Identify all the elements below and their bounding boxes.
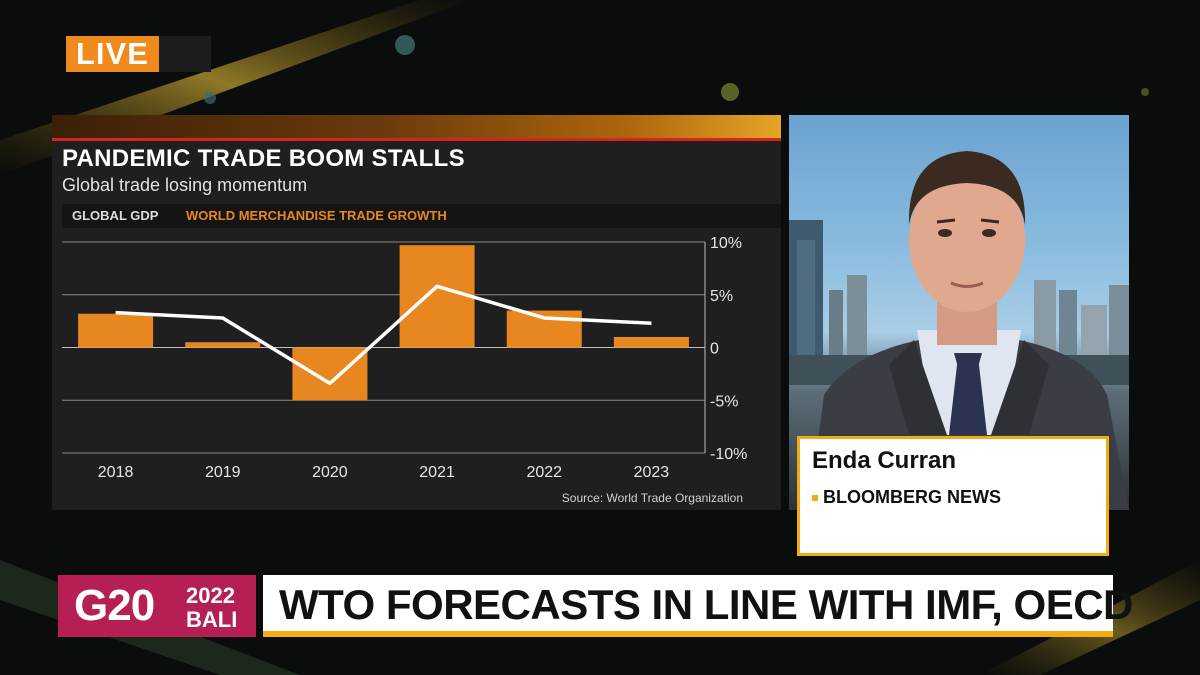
- legend-trade-growth: WORLD MERCHANDISE TRADE GROWTH: [186, 208, 447, 223]
- g20-badge-main: G20: [74, 581, 155, 630]
- org-bullet-icon: [812, 495, 818, 502]
- x-tick-label: 2022: [526, 464, 562, 481]
- x-tick-label: 2021: [419, 464, 455, 481]
- person-organization: BLOOMBERG NEWS: [812, 487, 1001, 508]
- headline-text: WTO FORECASTS IN LINE WITH IMF, OECD: [279, 581, 1133, 628]
- chart-source: Source: World Trade Organization: [561, 491, 743, 505]
- chart-subtitle: Global trade losing momentum: [62, 175, 308, 195]
- x-tick-label: 2018: [98, 464, 134, 481]
- live-tail: [158, 36, 211, 72]
- chart-title: PANDEMIC TRADE BOOM STALLS: [62, 145, 465, 172]
- chart-header-stripe: [52, 115, 781, 138]
- bar-2022: [506, 310, 582, 348]
- y-tick-label: 5%: [710, 288, 733, 305]
- g20-badge: G20 2022 BALI: [58, 575, 256, 637]
- x-tick-label: 2019: [205, 464, 241, 481]
- live-label: LIVE: [66, 36, 159, 72]
- bar-2020: [292, 347, 368, 401]
- chart-header-divider: [52, 138, 781, 141]
- chart-legend: GLOBAL GDP WORLD MERCHANDISE TRADE GROWT…: [62, 204, 781, 228]
- bar-2021: [399, 245, 475, 348]
- chart-panel: PANDEMIC TRADE BOOM STALLS Global trade …: [52, 115, 781, 510]
- live-bug: LIVE: [66, 36, 211, 72]
- y-tick-label: -5%: [710, 393, 738, 410]
- y-tick-label: -10%: [710, 446, 747, 463]
- bar-2023: [613, 336, 689, 348]
- y-tick-label: 0: [710, 341, 719, 358]
- x-tick-label: 2020: [312, 464, 348, 481]
- bar-2019: [185, 342, 261, 348]
- org-label: BLOOMBERG NEWS: [823, 487, 1001, 507]
- g20-badge-city: BALI: [186, 607, 238, 632]
- gdp-line: [115, 284, 652, 386]
- legend-gdp: GLOBAL GDP: [72, 208, 159, 223]
- headline-bar: WTO FORECASTS IN LINE WITH IMF, OECD: [263, 575, 1133, 637]
- y-tick-label: 10%: [710, 235, 742, 252]
- g20-badge-year: 2022: [186, 583, 235, 608]
- chart-plot: 10% 5% 0 -5% -10% 2018 2019 2020 2021 2022 2023: [62, 235, 747, 481]
- person-name: Enda Curran: [812, 447, 957, 474]
- x-tick-label: 2023: [634, 464, 670, 481]
- bar-2018: [78, 313, 154, 348]
- name-plate: Enda Curran BLOOMBERG NEWS: [797, 436, 1109, 556]
